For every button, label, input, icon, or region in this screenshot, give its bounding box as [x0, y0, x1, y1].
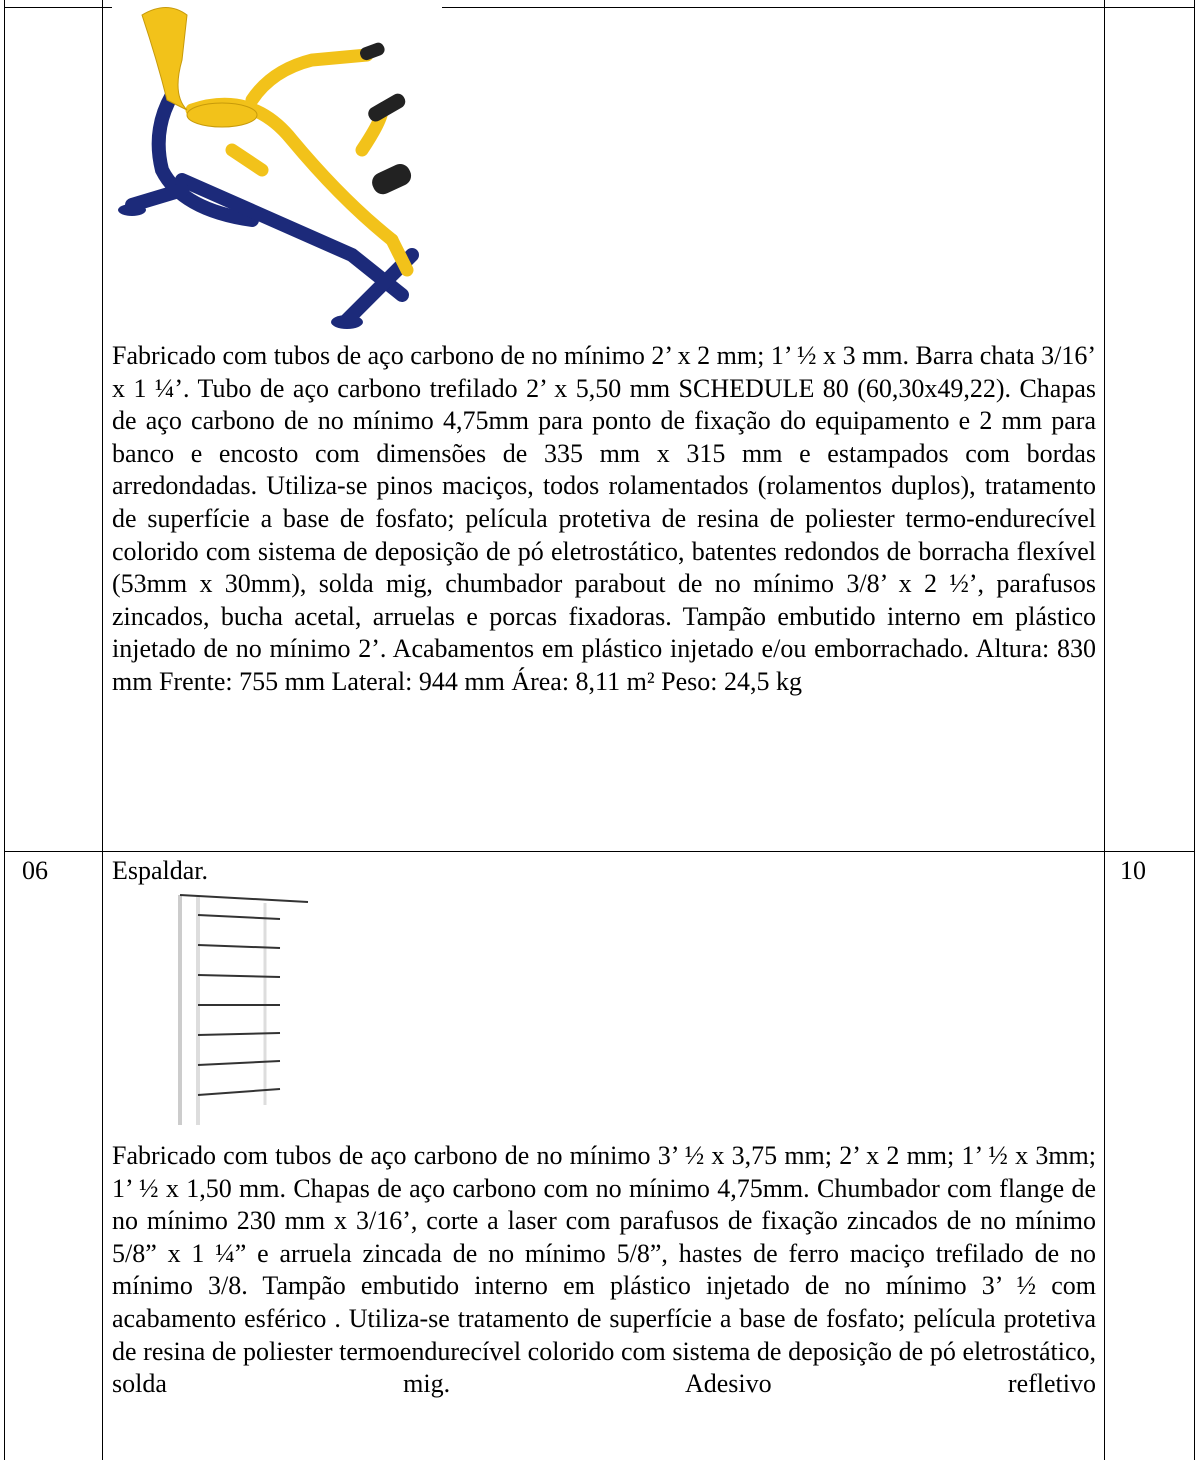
item-number: 06	[22, 856, 48, 885]
item-name: Espaldar.	[112, 856, 209, 885]
border	[4, 851, 1195, 852]
border	[102, 0, 103, 1460]
ladder-image	[178, 894, 309, 1125]
border	[4, 0, 5, 1460]
border	[1194, 0, 1195, 1460]
border	[1104, 0, 1105, 1460]
description: Fabricado com tubos de aço carbono de no…	[112, 1141, 1096, 1399]
equipment-image	[112, 0, 442, 338]
border	[4, 7, 1195, 8]
description: Fabricado com tubos de aço carbono de no…	[112, 341, 1096, 696]
quantity: 10	[1120, 856, 1146, 885]
